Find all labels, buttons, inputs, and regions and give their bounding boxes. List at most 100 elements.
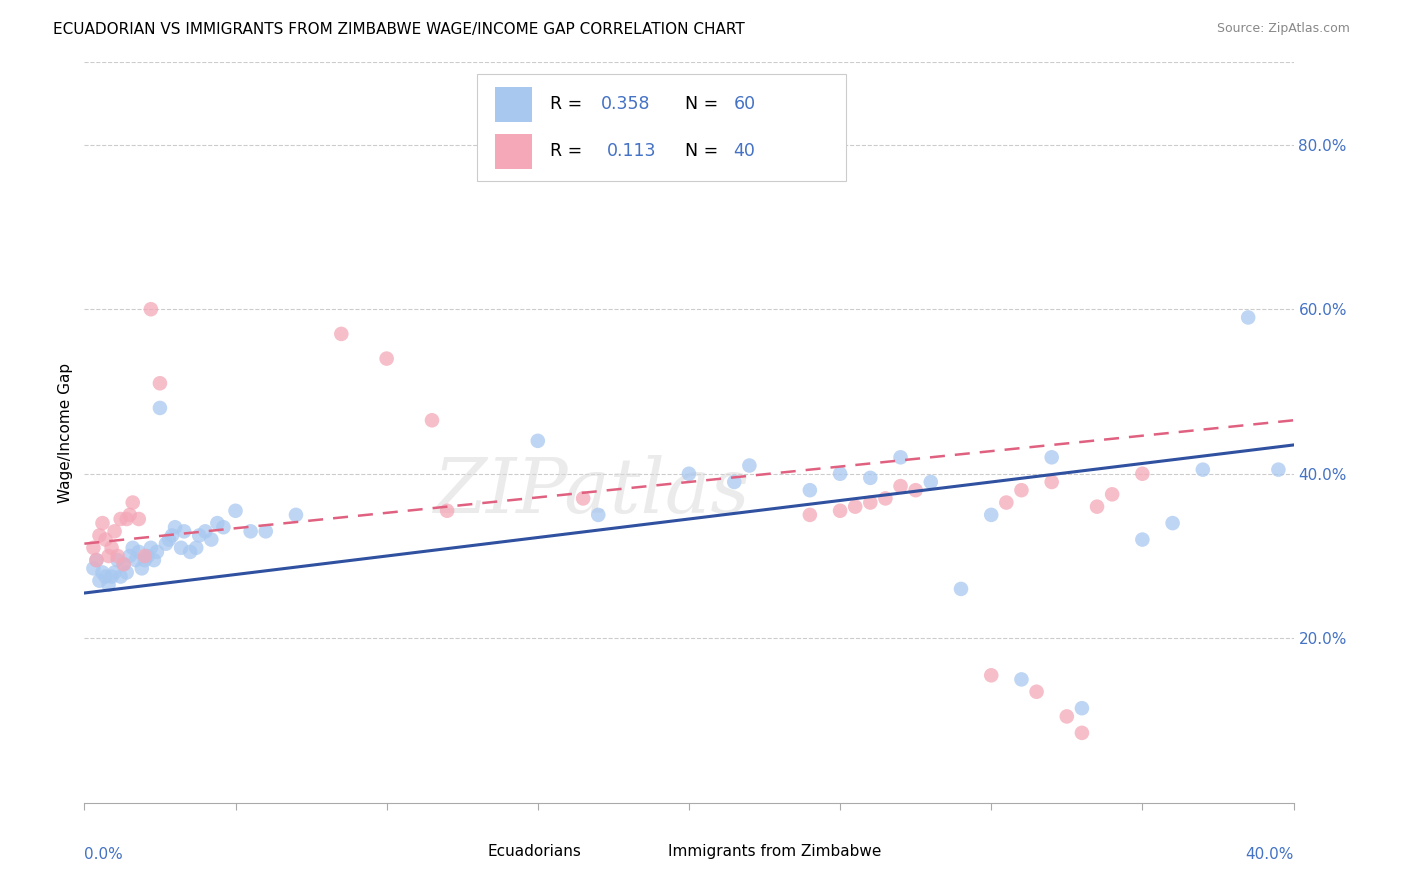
Text: 60: 60 xyxy=(734,95,756,113)
Point xyxy=(89,574,111,588)
Text: ZIPatlas: ZIPatlas xyxy=(434,455,751,529)
Point xyxy=(104,566,127,580)
Text: 0.0%: 0.0% xyxy=(84,847,124,863)
Point xyxy=(830,467,852,481)
Text: 0.358: 0.358 xyxy=(600,95,650,113)
Text: Ecuadorians: Ecuadorians xyxy=(486,844,581,859)
Point xyxy=(165,520,187,534)
Point xyxy=(723,475,745,489)
Point xyxy=(420,413,443,427)
Point xyxy=(115,512,138,526)
Text: R =: R = xyxy=(550,142,593,161)
Point xyxy=(121,495,143,509)
Point xyxy=(1025,685,1047,699)
Point xyxy=(82,561,104,575)
Text: 40.0%: 40.0% xyxy=(1246,847,1294,863)
Point xyxy=(890,450,912,465)
Point xyxy=(995,495,1018,509)
Point xyxy=(86,553,108,567)
Point xyxy=(173,524,195,539)
Point xyxy=(1130,533,1153,547)
Point xyxy=(859,495,882,509)
Point xyxy=(100,541,122,555)
Point xyxy=(118,508,141,522)
Point xyxy=(134,549,156,563)
Point xyxy=(1161,516,1184,530)
Point xyxy=(799,483,821,498)
Point xyxy=(200,533,222,547)
Point xyxy=(104,524,127,539)
Point xyxy=(82,541,104,555)
Point xyxy=(1130,467,1153,481)
Point xyxy=(155,536,177,550)
Point xyxy=(330,326,353,341)
Point xyxy=(950,582,973,596)
Point xyxy=(254,524,277,539)
Point xyxy=(91,566,114,580)
Bar xyxy=(453,838,479,862)
Text: Immigrants from Zimbabwe: Immigrants from Zimbabwe xyxy=(668,844,882,859)
Point xyxy=(107,549,129,563)
Point xyxy=(146,545,169,559)
Point xyxy=(375,351,398,366)
Point xyxy=(134,553,156,567)
Y-axis label: Wage/Income Gap: Wage/Income Gap xyxy=(58,362,73,503)
Point xyxy=(859,471,882,485)
Point xyxy=(110,569,132,583)
Point xyxy=(890,479,912,493)
Point xyxy=(97,549,120,563)
Point xyxy=(980,668,1002,682)
Point xyxy=(1071,726,1094,740)
Point xyxy=(588,508,610,522)
Point xyxy=(980,508,1002,522)
Point xyxy=(121,541,143,555)
Point xyxy=(799,508,821,522)
Point xyxy=(194,524,217,539)
Point xyxy=(1040,475,1063,489)
Point xyxy=(179,545,201,559)
Point xyxy=(207,516,229,530)
Bar xyxy=(495,87,531,122)
Point xyxy=(139,541,162,555)
Point xyxy=(128,545,150,559)
Point xyxy=(830,504,852,518)
Point xyxy=(920,475,942,489)
Point xyxy=(1056,709,1078,723)
Point xyxy=(436,504,458,518)
Bar xyxy=(495,134,531,169)
Point xyxy=(225,504,247,518)
Point xyxy=(97,578,120,592)
Point xyxy=(94,569,117,583)
Point xyxy=(142,553,165,567)
Point xyxy=(904,483,927,498)
Point xyxy=(136,549,159,563)
Text: R =: R = xyxy=(550,95,588,113)
Bar xyxy=(634,838,661,862)
Point xyxy=(212,520,235,534)
Point xyxy=(112,558,135,572)
Point xyxy=(1011,673,1033,687)
Point xyxy=(107,553,129,567)
Point xyxy=(128,512,150,526)
Point xyxy=(285,508,308,522)
Point xyxy=(125,553,148,567)
Point xyxy=(157,533,180,547)
Point xyxy=(186,541,208,555)
Point xyxy=(875,491,897,506)
Text: N =: N = xyxy=(685,142,724,161)
Point xyxy=(527,434,550,448)
Point xyxy=(239,524,262,539)
Point xyxy=(149,376,172,391)
Text: Source: ZipAtlas.com: Source: ZipAtlas.com xyxy=(1216,22,1350,36)
Point xyxy=(1085,500,1108,514)
Point xyxy=(100,569,122,583)
Point xyxy=(160,528,183,542)
Point xyxy=(844,500,866,514)
Text: ECUADORIAN VS IMMIGRANTS FROM ZIMBABWE WAGE/INCOME GAP CORRELATION CHART: ECUADORIAN VS IMMIGRANTS FROM ZIMBABWE W… xyxy=(53,22,745,37)
Point xyxy=(572,491,595,506)
Point xyxy=(1040,450,1063,465)
Point xyxy=(1192,462,1215,476)
Point xyxy=(1101,487,1123,501)
Text: 0.113: 0.113 xyxy=(607,142,657,161)
Point xyxy=(1237,310,1260,325)
